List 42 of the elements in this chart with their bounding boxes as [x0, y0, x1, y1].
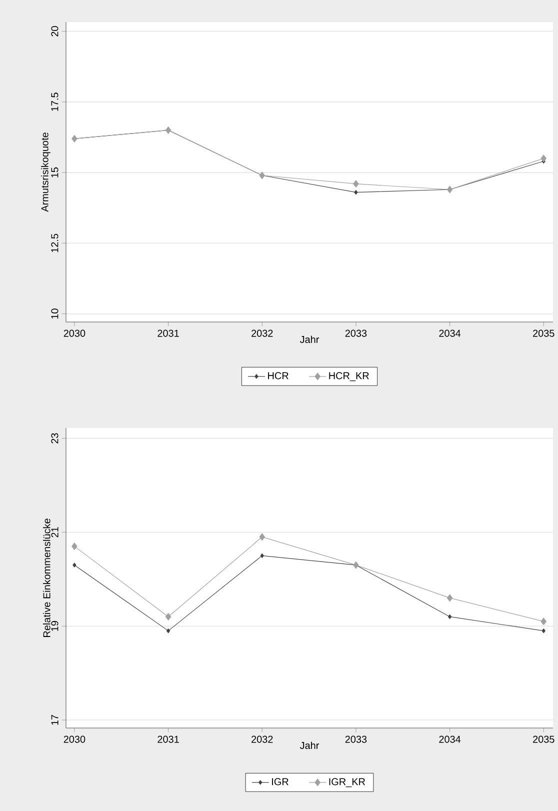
point	[165, 613, 172, 620]
legend-label: IGR_KR	[329, 778, 366, 788]
x-axis-title: Jahr	[300, 742, 320, 750]
y-tick-label: 21	[51, 527, 58, 538]
point	[446, 594, 453, 602]
point	[260, 553, 264, 558]
y-tick-label: 10	[51, 308, 58, 319]
point	[166, 628, 170, 634]
legend-label: HCR_KR	[329, 372, 369, 382]
x-tick-label: 2032	[252, 736, 273, 743]
point	[72, 542, 78, 550]
y-tick-label: 17	[51, 714, 58, 725]
point	[353, 180, 359, 188]
x-tick-label: 2035	[533, 330, 554, 337]
legend-label: HCR	[268, 372, 288, 380]
point	[448, 614, 452, 620]
y-tick-label: 19	[51, 621, 58, 631]
y-axis-title: Armutsrisikoquote	[41, 132, 50, 212]
x-axis-title: Jahr	[300, 336, 320, 344]
x-tick-label: 2030	[64, 330, 86, 337]
y-tick-label: 23	[51, 433, 58, 444]
point	[540, 618, 546, 626]
x-tick-label: 2033	[345, 330, 367, 337]
x-tick-label: 2032	[252, 330, 273, 337]
point	[540, 154, 546, 162]
x-tick-label: 2030	[64, 736, 86, 743]
legend-label: IGR	[272, 778, 288, 786]
x-tick-label: 2031	[158, 736, 179, 743]
point	[72, 562, 76, 568]
point	[354, 190, 358, 195]
y-tick-label: 15	[51, 167, 58, 178]
x-tick-label: 2035	[533, 736, 554, 743]
x-tick-label: 2034	[439, 330, 461, 337]
x-tick-label: 2034	[439, 736, 461, 743]
x-tick-label: 2033	[345, 736, 367, 743]
y-axis-title: Relative Einkommenslücke	[42, 518, 50, 637]
y-tick-label: 17.5	[51, 92, 58, 111]
y-tick-label: 12.5	[51, 234, 58, 252]
point	[542, 628, 546, 634]
x-tick-label: 2031	[158, 330, 179, 337]
point	[259, 533, 265, 541]
y-tick-label: 20	[51, 26, 58, 36]
